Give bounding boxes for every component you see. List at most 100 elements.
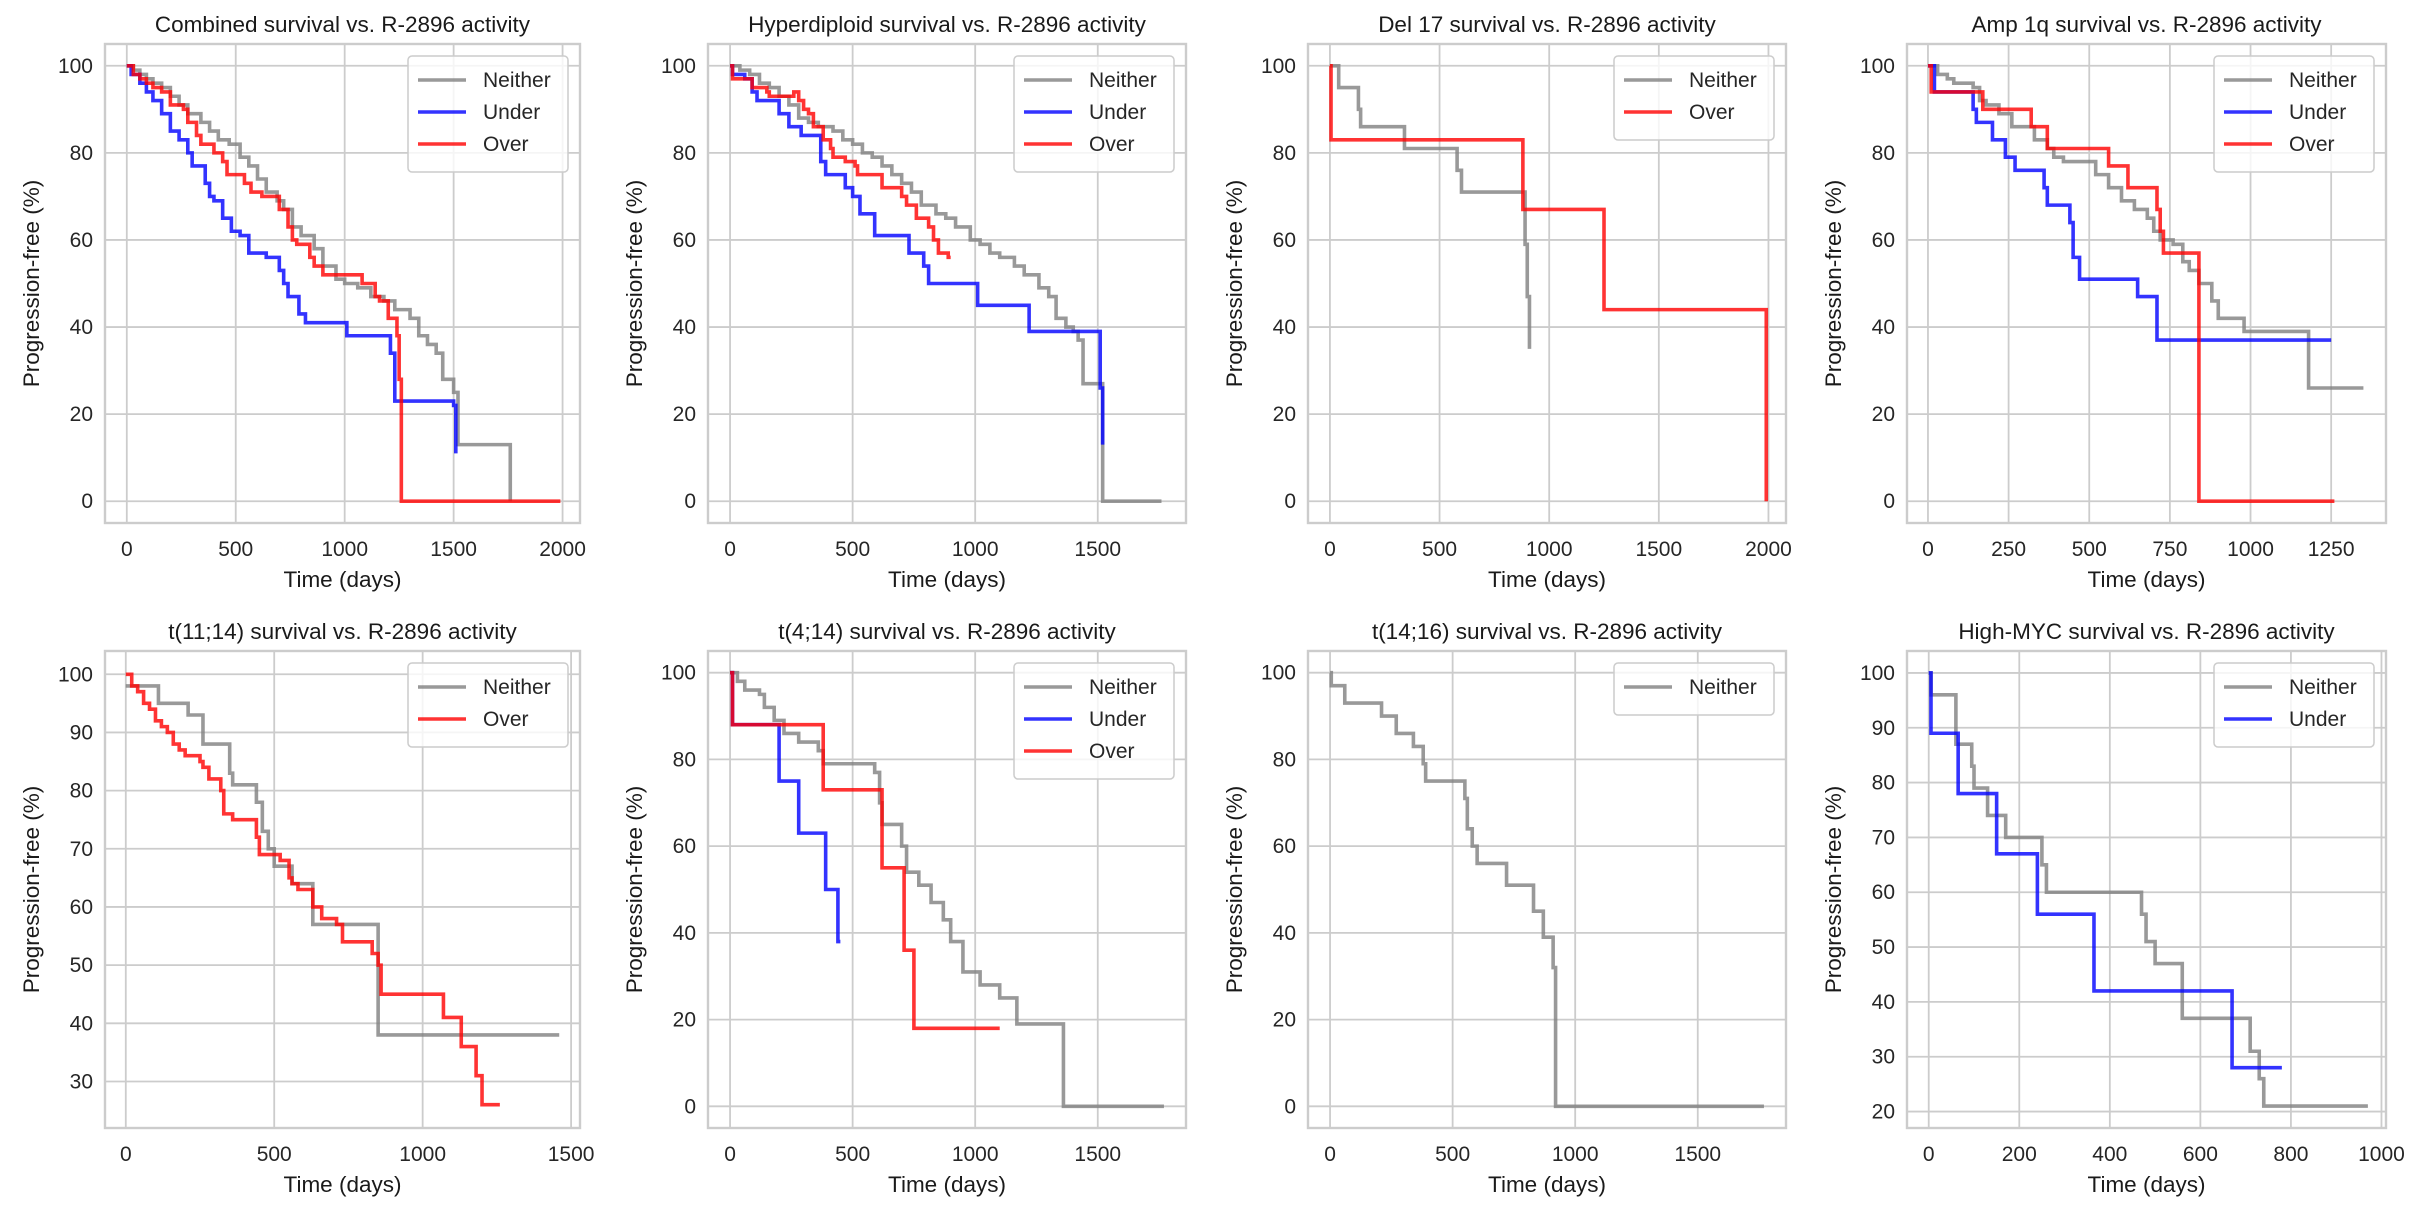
legend-label-over: Over	[2289, 133, 2335, 156]
y-tick-label: 100	[661, 662, 696, 685]
x-tick-label: 1500	[1074, 1143, 1121, 1166]
y-tick-label: 20	[1872, 403, 1895, 426]
y-tick-label: 100	[1860, 55, 1895, 78]
x-tick-label: 0	[1922, 538, 1934, 561]
legend-label-under: Under	[483, 101, 540, 124]
legend-label-neither: Neither	[483, 676, 551, 699]
plot-frame	[706, 649, 1188, 1130]
chart-title: High-MYC survival vs. R-2896 activity	[1958, 619, 2335, 644]
y-tick-label: 100	[661, 55, 696, 78]
x-tick-label: 2000	[539, 538, 586, 561]
x-tick-label: 1000	[952, 538, 999, 561]
legend: Neither Over	[407, 662, 569, 748]
legend-label-neither: Neither	[1689, 69, 1757, 92]
y-tick-label: 60	[1273, 835, 1296, 858]
x-tick-label: 1500	[1635, 538, 1682, 561]
y-tick-label: 0	[81, 490, 93, 513]
series-line-over	[730, 670, 1000, 1031]
x-axis-label: Time (days)	[1488, 1172, 1606, 1197]
y-tick-label: 90	[70, 721, 93, 744]
x-tick-label: 0	[1923, 1143, 1935, 1166]
panel-1: 0 500 1000 1500 2000 0 20 40 60 80 100 Combined sur…	[19, 12, 586, 592]
legend: Neither Over	[1613, 55, 1775, 141]
x-tick-label: 500	[257, 1143, 292, 1166]
y-tick-label: 40	[673, 922, 696, 945]
series-line-neither	[1329, 670, 1764, 1109]
x-tick-label: 1000	[321, 538, 368, 561]
series-line-neither	[730, 63, 1162, 504]
x-tick-label: 2000	[1745, 538, 1792, 561]
x-tick-label: 500	[1422, 538, 1457, 561]
x-axis-label: Time (days)	[1488, 567, 1606, 592]
y-tick-label: 80	[1273, 748, 1296, 771]
plot-frame	[103, 649, 582, 1130]
chart-title: t(11;14) survival vs. R-2896 activity	[168, 619, 517, 644]
y-tick-label: 80	[1872, 772, 1895, 795]
series-line-neither	[125, 684, 560, 1037]
y-tick-label: 50	[70, 954, 93, 977]
legend-label-over: Over	[1089, 740, 1135, 763]
y-tick-label: 30	[70, 1070, 93, 1093]
y-tick-label: 80	[70, 142, 93, 165]
y-axis-label: Progression-free (%)	[1821, 180, 1846, 388]
legend-label-under: Under	[2289, 708, 2346, 731]
x-tick-label: 1000	[1552, 1143, 1599, 1166]
series-line-over	[730, 63, 951, 260]
y-axis-label: Progression-free (%)	[1222, 180, 1247, 388]
y-tick-label: 80	[1872, 142, 1895, 165]
y-tick-label: 60	[70, 896, 93, 919]
chart-title: Amp 1q survival vs. R-2896 activity	[1971, 12, 2322, 37]
legend-box	[1613, 662, 1775, 716]
y-tick-label: 0	[1284, 1095, 1296, 1118]
x-axis-label: Time (days)	[284, 567, 402, 592]
series-line-over	[1927, 63, 2335, 504]
x-tick-label: 750	[2152, 538, 2187, 561]
y-tick-label: 80	[673, 142, 696, 165]
legend-label-neither: Neither	[1089, 69, 1157, 92]
y-tick-label: 50	[1872, 936, 1895, 959]
y-axis-label: Progression-free (%)	[622, 180, 647, 388]
x-tick-label: 1500	[1074, 538, 1121, 561]
series-line-under	[126, 63, 458, 454]
plot-frame	[1306, 649, 1788, 1130]
legend-label-neither: Neither	[1689, 676, 1757, 699]
y-axis-label: Progression-free (%)	[622, 786, 647, 994]
x-tick-label: 0	[121, 538, 133, 561]
x-tick-label: 500	[835, 538, 870, 561]
y-tick-label: 70	[70, 838, 93, 861]
plot-frame	[706, 42, 1188, 525]
y-axis-label: Progression-free (%)	[1821, 786, 1846, 994]
legend: Neither	[1613, 662, 1775, 716]
legend: Neither Under Over	[1013, 55, 1175, 173]
legend-box	[2213, 662, 2375, 748]
y-axis-label: Progression-free (%)	[19, 786, 44, 994]
legend-label-over: Over	[1089, 133, 1135, 156]
plot-frame	[1905, 42, 2388, 525]
plot-frame	[1306, 42, 1788, 525]
legend-label-neither: Neither	[2289, 676, 2357, 699]
legend-label-neither: Neither	[2289, 69, 2357, 92]
y-tick-label: 80	[673, 748, 696, 771]
chart-title: Hyperdiploid survival vs. R-2896 activit…	[748, 12, 1146, 37]
y-tick-label: 60	[1872, 229, 1895, 252]
y-tick-label: 20	[673, 1009, 696, 1032]
series-line-over	[126, 63, 561, 504]
y-tick-label: 100	[58, 663, 93, 686]
y-tick-label: 0	[1883, 490, 1895, 513]
x-tick-label: 0	[120, 1143, 132, 1166]
y-tick-label: 100	[1261, 662, 1296, 685]
legend: Neither Under Over	[2213, 55, 2375, 173]
y-tick-label: 40	[70, 1012, 93, 1035]
series-line-neither	[1928, 671, 2368, 1108]
panel-2: 0 500 1000 1500 0 20 40 60 80 100 Hyperdiploid sur…	[622, 12, 1188, 592]
x-axis-label: Time (days)	[284, 1172, 402, 1197]
x-tick-label: 800	[2273, 1143, 2308, 1166]
x-tick-label: 500	[218, 538, 253, 561]
x-tick-label: 1500	[430, 538, 477, 561]
y-tick-label: 80	[70, 780, 93, 803]
series-line-under	[730, 670, 841, 944]
y-tick-label: 0	[684, 1095, 696, 1118]
y-tick-label: 40	[1872, 991, 1895, 1014]
panel-6: 0 500 1000 1500 0 20 40 60 80 100 t(4;14) survival…	[622, 619, 1188, 1197]
legend: Neither Under Over	[1013, 662, 1175, 780]
